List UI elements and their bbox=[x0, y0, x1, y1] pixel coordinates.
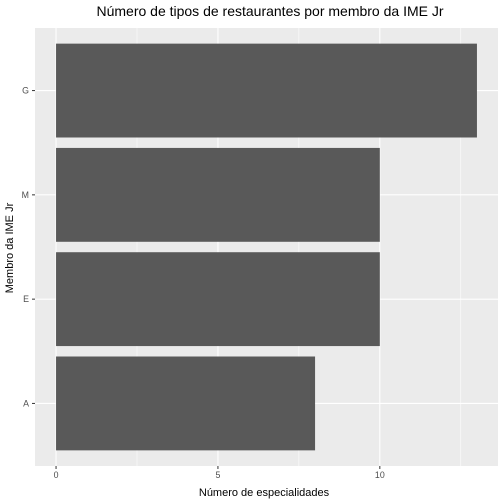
x-axis: 0 5 10 bbox=[54, 466, 385, 480]
bar-A bbox=[56, 356, 316, 451]
y-tick-label: A bbox=[23, 398, 29, 408]
x-tick-label: 5 bbox=[215, 470, 220, 480]
y-axis: A E M G bbox=[22, 86, 35, 408]
y-tick-label: M bbox=[22, 190, 29, 200]
x-tick-label: 10 bbox=[375, 470, 385, 480]
y-tick-label: G bbox=[22, 86, 29, 96]
y-axis-title: Membro da IME Jr bbox=[4, 202, 16, 293]
bar-M bbox=[56, 147, 380, 242]
bar-E bbox=[56, 252, 380, 347]
chart-title: Número de tipos de restaurantes por memb… bbox=[96, 3, 443, 19]
bars bbox=[56, 43, 477, 451]
x-axis-title: Número de especialidades bbox=[199, 487, 330, 499]
bar-G bbox=[56, 43, 477, 138]
y-tick-label: E bbox=[23, 294, 29, 304]
x-tick-label: 0 bbox=[54, 470, 59, 480]
